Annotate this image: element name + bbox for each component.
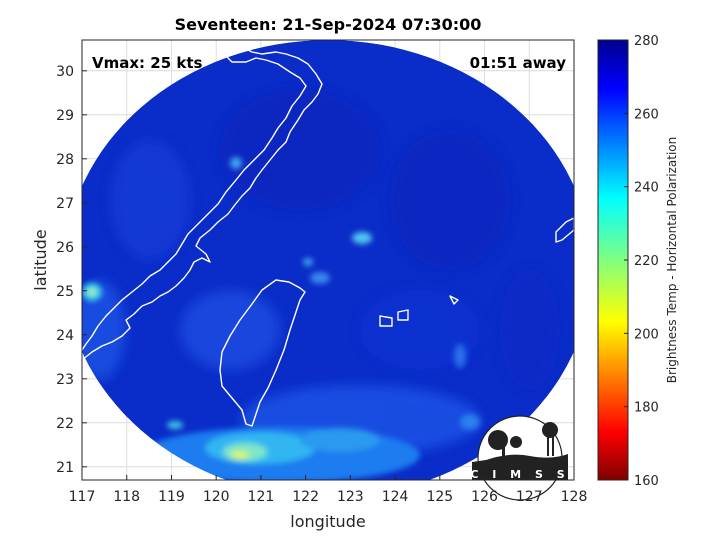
- x-tick-label: 117: [69, 489, 96, 505]
- y-tick-label: 24: [56, 328, 74, 344]
- y-tick-label: 25: [56, 284, 74, 300]
- x-tick-label: 122: [292, 489, 319, 505]
- x-tick-label: 124: [382, 489, 409, 505]
- islands-coastline: [379, 217, 574, 327]
- x-tick-label: 118: [113, 489, 140, 505]
- time-away-label: 01:51 away: [470, 54, 567, 72]
- y-tick-label: 30: [56, 64, 74, 80]
- colorbar-label: Brightness Temp - Horizontal Polarizatio…: [665, 137, 679, 384]
- y-tick-label: 28: [56, 152, 74, 168]
- colorbar-ticks: 160 180 200 220 240 260 280: [624, 34, 659, 489]
- satellite-dish-icon: [488, 430, 508, 450]
- x-tick-label: 123: [337, 489, 364, 505]
- colorbar-tick-label: 280: [634, 34, 659, 49]
- x-axis-label: longitude: [290, 512, 365, 531]
- water-tower-icon: [542, 422, 558, 438]
- y-tick-label: 29: [56, 108, 74, 124]
- x-tick-label: 127: [516, 489, 543, 505]
- y-tick-label: 23: [56, 372, 74, 388]
- x-tick-label: 119: [158, 489, 185, 505]
- brightness-temperature-texture: [82, 90, 560, 455]
- colorbar-tick-label: 240: [634, 181, 659, 196]
- y-tick-label: 22: [56, 416, 74, 432]
- colorbar-tick-label: 220: [634, 254, 659, 269]
- swath: [82, 40, 574, 480]
- x-axis-ticks: 117 118 119 120 121 122 123 124 125 126 127 128: [69, 475, 588, 505]
- y-axis-label: latitude: [31, 229, 50, 290]
- logo-text: C I M S S: [470, 468, 569, 481]
- x-tick-label: 128: [561, 489, 588, 505]
- colorbar-tick-label: 260: [634, 107, 659, 122]
- x-tick-label: 125: [426, 489, 453, 505]
- x-tick-label: 120: [203, 489, 230, 505]
- x-tick-label: 126: [471, 489, 498, 505]
- y-tick-label: 21: [56, 460, 74, 476]
- y-tick-label: 26: [56, 240, 74, 256]
- cimss-logo: C I M S S: [470, 415, 569, 501]
- x-tick-label: 121: [248, 489, 275, 505]
- chart-title: Seventeen: 21-Sep-2024 07:30:00: [175, 15, 482, 34]
- warm-band: [82, 157, 480, 480]
- y-tick-label: 27: [56, 196, 74, 212]
- colorbar-tick-label: 180: [634, 401, 659, 416]
- vmax-label: Vmax: 25 kts: [92, 54, 202, 72]
- colorbar-tick-label: 160: [634, 474, 659, 489]
- colorbar-tick-label: 200: [634, 327, 659, 342]
- colorbar: [597, 39, 629, 481]
- axes-frame: [81, 39, 575, 481]
- coastlines: [82, 47, 574, 427]
- china-coastline: [82, 47, 323, 361]
- y-axis-ticks: 21 22 23 24 25 26 27 28 29 30: [56, 64, 87, 476]
- taiwan-coastline: [219, 279, 306, 427]
